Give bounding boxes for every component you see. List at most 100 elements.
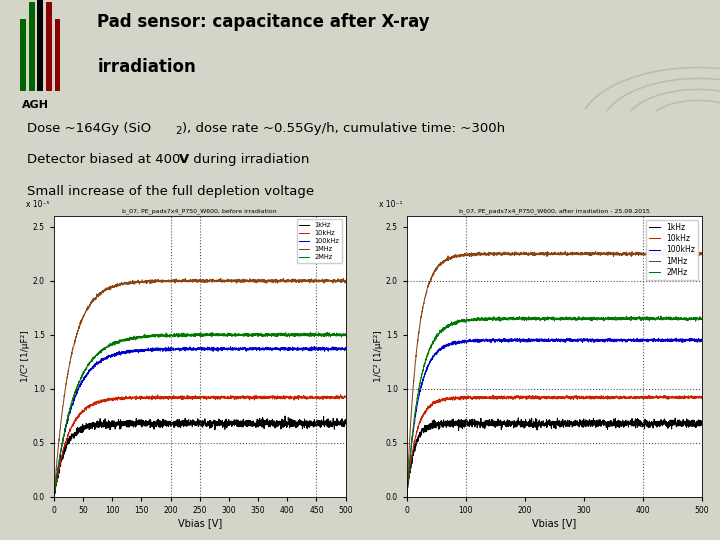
2MHz (698, 315, 706, 322)
2MHz (192, 332, 200, 338)
2MHz (279, 330, 288, 337)
Line: 100kHz: 100kHz (54, 347, 346, 496)
100kHz (635, 339, 644, 345)
Line: 1kHz: 1kHz (54, 416, 346, 496)
1MHz (65, 364, 73, 370)
2MHz (402, 493, 411, 500)
100kHz (65, 412, 73, 418)
1MHz (698, 249, 706, 256)
Text: ), dose rate ~0.55Gy/h, cumulative time: ~300h: ), dose rate ~0.55Gy/h, cumulative time:… (182, 123, 505, 136)
1kHz (65, 441, 73, 447)
10kHz (336, 392, 345, 398)
Line: 2MHz: 2MHz (54, 333, 346, 496)
Text: V: V (179, 153, 189, 166)
1kHz (184, 418, 192, 425)
2MHz (546, 316, 554, 322)
10kHz (333, 395, 341, 401)
10kHz (546, 394, 555, 401)
1MHz (418, 309, 426, 315)
10kHz (489, 392, 498, 398)
2MHz (689, 314, 698, 321)
100kHz (192, 346, 200, 353)
1kHz (689, 421, 698, 427)
10kHz (279, 393, 288, 399)
10kHz (539, 395, 547, 401)
FancyBboxPatch shape (46, 2, 52, 91)
100kHz (689, 338, 698, 344)
Line: 10kHz: 10kHz (54, 395, 346, 496)
100kHz (333, 346, 341, 353)
1MHz (333, 277, 341, 284)
10kHz (689, 394, 698, 401)
1MHz (279, 279, 288, 285)
2MHz (333, 330, 341, 337)
Text: Detector biased at 400: Detector biased at 400 (27, 153, 185, 166)
2MHz (50, 493, 58, 500)
FancyBboxPatch shape (37, 0, 43, 91)
1kHz (689, 418, 698, 424)
Title: b_07, PE_pads7x4_P750_W600, before irradiation: b_07, PE_pads7x4_P750_W600, before irrad… (122, 208, 277, 213)
1kHz (279, 422, 288, 428)
Text: 2: 2 (176, 126, 182, 136)
X-axis label: Vbias [V]: Vbias [V] (532, 518, 577, 528)
1MHz (192, 278, 200, 285)
Text: Small increase of the full depletion voltage: Small increase of the full depletion vol… (27, 185, 315, 198)
1kHz (698, 420, 706, 426)
2MHz (657, 313, 665, 319)
Y-axis label: 1/C² [1/μF²]: 1/C² [1/μF²] (21, 330, 30, 382)
2MHz (418, 370, 426, 377)
100kHz (689, 336, 698, 342)
1kHz (50, 490, 58, 496)
1MHz (689, 250, 698, 256)
Line: 1kHz: 1kHz (407, 418, 702, 496)
100kHz (546, 338, 554, 344)
Line: 1MHz: 1MHz (54, 278, 346, 497)
100kHz (333, 347, 341, 354)
1MHz (184, 277, 192, 284)
FancyBboxPatch shape (55, 19, 60, 91)
1MHz (546, 251, 554, 257)
1kHz (539, 419, 547, 426)
1kHz (192, 422, 200, 429)
Title: b_07, PE_pads7x4_P750_W600, after irradiation - 25.09.2015: b_07, PE_pads7x4_P750_W600, after irradi… (459, 208, 650, 213)
Text: Dose ~164Gy (SiO: Dose ~164Gy (SiO (27, 123, 151, 136)
2MHz (184, 331, 192, 338)
1kHz (418, 426, 426, 432)
10kHz (418, 415, 426, 421)
100kHz (698, 338, 706, 344)
10kHz (341, 393, 350, 400)
Line: 10kHz: 10kHz (407, 395, 702, 497)
Legend: 1kHz, 10kHz, 100kHz, 1MHz, 2MHz: 1kHz, 10kHz, 100kHz, 1MHz, 2MHz (646, 220, 698, 280)
1kHz (635, 418, 644, 425)
10kHz (635, 395, 644, 402)
10kHz (402, 494, 411, 500)
1kHz (546, 422, 555, 428)
Legend: 1kHz, 10kHz, 100kHz, 1MHz, 2MHz: 1kHz, 10kHz, 100kHz, 1MHz, 2MHz (297, 219, 342, 262)
1MHz (333, 278, 341, 284)
100kHz (672, 335, 681, 341)
2MHz (333, 330, 341, 337)
1MHz (402, 492, 411, 498)
1MHz (673, 248, 682, 254)
Text: Pad sensor: capacitance after X-ray: Pad sensor: capacitance after X-ray (97, 14, 430, 31)
2MHz (65, 409, 73, 416)
Line: 100kHz: 100kHz (407, 338, 702, 495)
1MHz (689, 250, 698, 256)
100kHz (418, 382, 426, 388)
1MHz (539, 251, 547, 257)
10kHz (65, 430, 73, 436)
10kHz (333, 392, 341, 399)
1MHz (181, 275, 190, 281)
Line: 1MHz: 1MHz (407, 251, 702, 495)
10kHz (50, 493, 58, 500)
100kHz (402, 492, 411, 498)
100kHz (50, 493, 58, 500)
FancyBboxPatch shape (29, 2, 35, 91)
10kHz (192, 395, 200, 402)
10kHz (184, 394, 192, 401)
1kHz (333, 419, 342, 426)
2MHz (689, 315, 698, 321)
Y-axis label: 1/C² [1/μF²]: 1/C² [1/μF²] (374, 330, 383, 382)
1MHz (341, 277, 350, 284)
Text: x 10⁻¹: x 10⁻¹ (379, 200, 402, 209)
